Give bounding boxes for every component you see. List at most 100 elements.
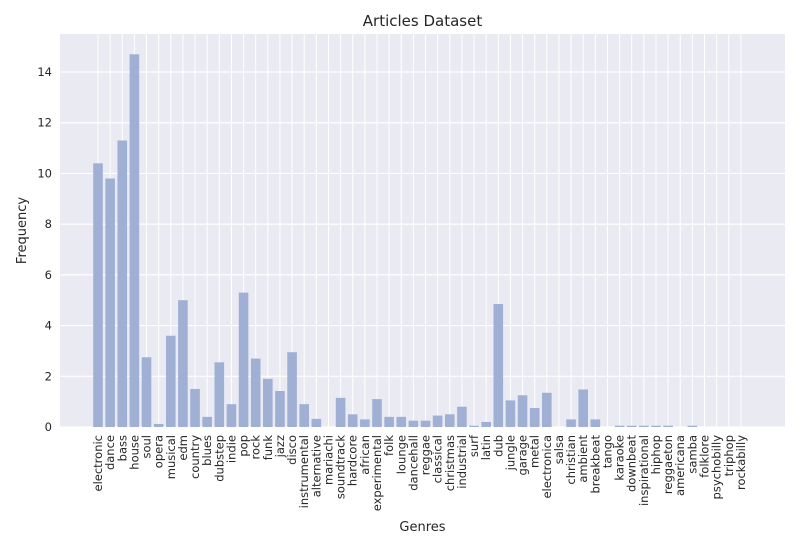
x-tick-label: musical: [164, 435, 178, 479]
x-tick-label: christmas: [443, 435, 457, 491]
x-tick-label: lounge: [394, 435, 408, 474]
bar-industrial: [457, 406, 467, 427]
bar-house: [129, 54, 140, 427]
x-tick-label: americana: [673, 435, 687, 496]
bar-metal: [529, 407, 540, 427]
x-tick-label: folklore: [698, 435, 712, 478]
bar-karaoke: [614, 425, 625, 427]
x-tick-label: dancehall: [406, 435, 420, 491]
x-tick-label: samba: [685, 435, 699, 474]
bar-lounge: [396, 416, 407, 427]
x-tick-label: triphop: [722, 435, 736, 476]
x-tick-label: mariachi: [321, 435, 335, 485]
bar-christmas: [444, 414, 455, 427]
x-tick-label: latin: [479, 435, 493, 460]
x-tick-label: soundtrack: [334, 435, 348, 500]
x-tick-label: jungle: [503, 435, 517, 471]
bar-reggae: [420, 420, 431, 427]
x-tick-label: bass: [115, 435, 129, 461]
x-tick-label: dub: [491, 435, 505, 457]
bar-jazz: [275, 390, 285, 427]
bar-dancehall: [408, 420, 419, 427]
x-tick-label: blues: [200, 435, 214, 466]
x-tick-label: dubstep: [212, 435, 226, 482]
bar-opera: [153, 423, 164, 427]
x-tick-label: country: [188, 435, 202, 479]
bar-reggaeton: [663, 425, 673, 427]
bar-alternative: [311, 418, 322, 427]
x-tick-label: salsa: [552, 435, 566, 464]
y-tick-label: 8: [45, 217, 52, 231]
bar-dance: [105, 178, 115, 427]
x-tick-label: disco: [285, 435, 299, 465]
x-tick-label: african: [358, 435, 372, 475]
x-tick-label: breakbeat: [588, 435, 602, 494]
x-tick-label: surf: [467, 434, 481, 457]
x-tick-label: karaoke: [613, 435, 627, 481]
x-tick-label: ambient: [576, 435, 590, 483]
x-tick-label: experimental: [370, 435, 384, 511]
x-tick-label: alternative: [309, 435, 323, 497]
x-tick-label: metal: [528, 435, 542, 468]
x-tick-label: opera: [152, 435, 166, 468]
bar-folk: [384, 416, 394, 427]
x-tick-label: christian: [564, 435, 578, 485]
bar-blues: [202, 416, 212, 427]
bar-dub: [493, 304, 504, 427]
x-tick-label: jazz: [273, 435, 287, 458]
bar-rock: [250, 358, 261, 427]
x-tick-label: reggae: [419, 435, 433, 475]
x-tick-label: downbeat: [625, 435, 639, 492]
y-tick-label: 10: [37, 166, 52, 180]
bar-experimental: [372, 399, 382, 427]
bar-hiphop: [651, 425, 661, 427]
x-tick-label: pop: [237, 435, 251, 457]
bar-country: [190, 388, 200, 427]
y-axis-label: Frequency: [15, 197, 30, 264]
x-tick-label: rock: [249, 435, 263, 460]
chart-title: Articles Dataset: [363, 12, 483, 30]
bar-bass: [117, 140, 128, 427]
y-tick-label: 6: [45, 268, 52, 282]
x-tick-label: rockabilly: [734, 435, 748, 490]
bar-electronica: [542, 392, 552, 427]
y-tick-label: 2: [45, 369, 52, 383]
bar-disco: [287, 352, 297, 427]
bar-latin: [481, 421, 491, 427]
y-tick-label: 14: [37, 65, 52, 79]
x-tick-label: electronic: [91, 435, 105, 492]
bar-samba: [687, 425, 698, 427]
bar-musical: [165, 335, 176, 427]
x-tick-label: house: [127, 435, 141, 470]
x-tick-label: hiphop: [649, 435, 663, 474]
bar-african: [360, 419, 370, 427]
bar-downbeat: [626, 425, 637, 427]
bar-inspirational: [639, 425, 649, 427]
bar-ambient: [578, 389, 588, 427]
bar-instrumental: [299, 404, 310, 427]
x-tick-label: dance: [103, 435, 117, 470]
bar-christian: [566, 419, 576, 427]
x-tick-label: hardcore: [346, 435, 360, 486]
x-tick-label: psychobilly: [710, 435, 724, 500]
bar-soul: [141, 357, 152, 427]
x-tick-label: edm: [176, 435, 190, 461]
y-tick-label: 0: [45, 420, 52, 434]
bar-jungle: [505, 400, 516, 427]
x-tick-label: garage: [516, 435, 530, 476]
bar-funk: [263, 378, 273, 427]
y-tick-label: 12: [37, 116, 52, 130]
x-tick-label: classical: [431, 435, 445, 483]
x-tick-label: electronica: [540, 435, 554, 499]
x-tick-label: indie: [224, 435, 238, 463]
bar-edm: [178, 300, 188, 427]
bar-breakbeat: [590, 419, 601, 427]
x-tick-label: industrial: [455, 435, 469, 489]
bar-hardcore: [347, 414, 358, 427]
x-tick-label: tango: [600, 435, 614, 468]
bar-garage: [517, 395, 528, 427]
x-axis-label: Genres: [399, 520, 445, 535]
x-tick-label: soul: [140, 435, 154, 459]
bar-pop: [238, 292, 249, 427]
y-tick-label: 4: [45, 319, 52, 333]
